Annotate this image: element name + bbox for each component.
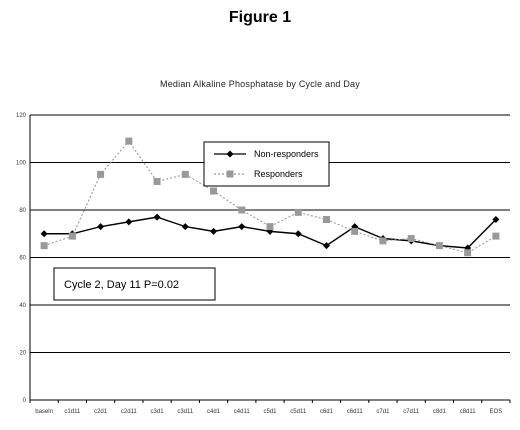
chart-title: Median Alkaline Phosphatase by Cycle and… xyxy=(160,79,360,89)
data-point xyxy=(238,223,246,231)
x-tick-label: c7d1 xyxy=(376,409,390,415)
data-point xyxy=(97,223,105,231)
x-tick-label: c8d11 xyxy=(460,409,477,415)
legend-marker xyxy=(226,170,234,178)
data-point xyxy=(492,232,500,240)
legend-label: Non-responders xyxy=(254,149,319,159)
data-point xyxy=(322,216,330,223)
y-tick-label: 0 xyxy=(23,398,27,404)
x-tick-label: c7d11 xyxy=(403,409,420,415)
x-tick-label: c3d11 xyxy=(177,409,194,415)
data-point xyxy=(210,227,218,235)
data-point xyxy=(68,232,76,240)
x-tick-label: baseln xyxy=(35,409,53,415)
x-tick-label: c1d11 xyxy=(64,409,81,415)
y-tick-label: 100 xyxy=(16,161,27,167)
data-point xyxy=(464,249,472,257)
data-point xyxy=(379,237,387,245)
data-point xyxy=(351,227,359,235)
data-point xyxy=(153,178,161,185)
data-point xyxy=(407,235,415,242)
data-point xyxy=(266,223,274,231)
data-point xyxy=(322,242,330,250)
data-point xyxy=(181,170,189,178)
legend-box xyxy=(203,141,330,187)
axes: 0 20 40 60 80 100 120 baseln c1d11 c2d1 c2d11 c3d1 c… xyxy=(16,113,511,415)
annotation-text: Cycle 2, Day 11 P=0.02 xyxy=(64,279,179,291)
y-tick-label: 120 xyxy=(16,113,27,119)
data-point xyxy=(153,213,161,221)
series-lines xyxy=(40,137,500,257)
data-point xyxy=(125,218,133,226)
data-point xyxy=(97,170,105,178)
data-point xyxy=(435,242,443,250)
data-point xyxy=(125,137,133,145)
x-tick-label: c6d1 xyxy=(320,409,334,415)
x-tick-label: c4d11 xyxy=(234,409,251,415)
data-point xyxy=(294,230,302,238)
y-tick-label: 40 xyxy=(19,303,26,309)
y-tick-label: 60 xyxy=(19,256,26,262)
data-point xyxy=(181,223,189,231)
x-tick-label: c8d1 xyxy=(433,409,447,415)
y-tick-label: 80 xyxy=(19,208,26,214)
x-tick-label: c5d1 xyxy=(263,409,277,415)
y-tick-label: 20 xyxy=(19,351,26,357)
annotation-box: Cycle 2, Day 11 P=0.02 xyxy=(53,267,216,301)
x-tick-label: EOS xyxy=(490,409,503,415)
x-tick-label: c2d1 xyxy=(94,409,108,415)
annotation-frame xyxy=(53,267,216,301)
data-point xyxy=(492,216,500,223)
data-point xyxy=(40,230,48,238)
data-point xyxy=(294,208,302,216)
data-point xyxy=(40,242,48,250)
legend-label: Responders xyxy=(254,169,303,179)
legend-marker xyxy=(226,150,234,158)
x-tick-label: c5d11 xyxy=(290,409,307,415)
x-tick-label: c4d1 xyxy=(207,409,221,415)
x-tick-label: c3d1 xyxy=(151,409,165,415)
data-point xyxy=(238,206,246,214)
x-tick-label: c2d11 xyxy=(121,409,138,415)
data-point xyxy=(210,187,218,195)
legend: Non-responders Responders xyxy=(203,141,330,187)
figure-title: Figure 1 xyxy=(228,9,292,26)
x-tick-label: c6d11 xyxy=(347,409,364,415)
